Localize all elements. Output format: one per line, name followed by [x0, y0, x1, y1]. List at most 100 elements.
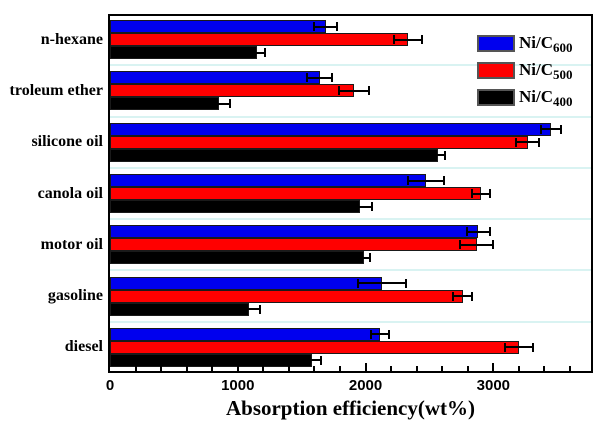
bar-nic500-motor-oil — [110, 238, 477, 252]
error-bar-cap — [452, 291, 455, 301]
x-minor-tick — [287, 366, 290, 371]
error-bar — [453, 295, 473, 298]
error-bar-cap — [336, 22, 339, 32]
bar-nic400-canola-oil — [110, 200, 361, 213]
error-bar-cap — [320, 355, 323, 365]
x-minor-tick — [313, 366, 316, 371]
bar-nic600-troleum-ether — [110, 71, 320, 85]
error-bar-cap — [465, 227, 468, 237]
error-bar-cap — [470, 189, 473, 198]
error-bar-cap — [305, 73, 308, 83]
error-bar-cap — [347, 202, 350, 211]
error-bar-cap — [369, 253, 372, 263]
error-bar — [239, 308, 260, 311]
bar-nic400-silicone-oil — [110, 148, 439, 162]
error-bar-cap — [442, 176, 445, 185]
error-bar — [302, 359, 322, 362]
legend-swatch-nic600 — [477, 34, 515, 52]
legend-label-nic500: Ni/C500 — [519, 60, 573, 82]
error-bar-cap — [369, 329, 372, 339]
gridline — [110, 218, 591, 221]
error-bar — [393, 38, 422, 41]
error-bar — [357, 282, 407, 285]
error-bar-cap — [503, 342, 506, 352]
x-minor-tick — [339, 366, 341, 371]
x-tick-label-1000: 1000 — [221, 377, 255, 394]
x-minor-tick — [262, 366, 265, 371]
bar-nic600-n-hexane — [110, 20, 326, 34]
error-bar — [370, 333, 389, 336]
x-minor-tick — [390, 366, 393, 371]
legend-label-nic400: Ni/C400 — [519, 87, 573, 109]
legend-item-nic600: Ni/C600 — [477, 33, 573, 54]
error-bar-cap — [431, 150, 433, 160]
x-minor-tick — [415, 366, 418, 371]
error-bar-cap — [368, 86, 371, 96]
error-bar-cap — [229, 99, 232, 109]
gridline — [110, 269, 591, 272]
error-bar-cap — [420, 35, 423, 45]
error-bar — [338, 89, 370, 92]
category-label-silicone-oil: silicone oil — [31, 133, 103, 151]
error-bar — [540, 128, 562, 131]
bar-nic400-n-hexane — [110, 46, 257, 60]
x-axis-title: Absorption efficiency(wt%) — [225, 396, 476, 420]
x-tick-label-2000: 2000 — [348, 377, 383, 394]
bar-nic500-silicone-oil — [110, 135, 528, 149]
bar-nic400-gasoline — [110, 302, 250, 316]
error-bar-cap — [313, 22, 316, 32]
x-minor-tick — [466, 366, 469, 371]
legend-swatch-nic500 — [477, 61, 515, 79]
error-bar-cap — [370, 202, 373, 211]
error-bar-cap — [471, 291, 474, 301]
x-minor-tick — [160, 366, 163, 371]
error-bar-cap — [488, 189, 491, 198]
category-label-gasoline: gasoline — [47, 287, 103, 305]
error-bar-cap — [531, 342, 534, 352]
error-bar-cap — [248, 48, 251, 58]
error-bar — [460, 243, 494, 246]
error-bar-cap — [258, 304, 261, 314]
bar-nic600-motor-oil — [110, 225, 478, 239]
error-bar-cap — [515, 137, 518, 147]
category-label-troleum-ether: troleum ether — [9, 81, 103, 99]
error-bar — [471, 192, 490, 195]
bar-nic500-diesel — [110, 340, 519, 354]
bar-nic600-diesel — [110, 327, 380, 341]
x-minor-tick — [441, 366, 444, 371]
error-bar-cap — [206, 99, 209, 109]
error-bar — [407, 179, 444, 182]
error-bar-cap — [459, 240, 462, 250]
error-bar — [249, 51, 265, 54]
error-bar-cap — [538, 137, 541, 147]
error-bar-cap — [560, 124, 563, 134]
error-bar-cap — [488, 227, 491, 237]
x-minor-tick — [134, 366, 137, 371]
x-minor-tick — [211, 366, 214, 371]
x-minor-tick — [185, 366, 188, 371]
x-major-tick — [236, 363, 239, 371]
error-bar-cap — [356, 278, 359, 288]
x-minor-tick — [517, 366, 520, 371]
legend: Ni/C600 Ni/C500 Ni/C400 — [477, 33, 573, 115]
gridline — [110, 320, 591, 323]
gridline — [110, 166, 591, 169]
error-bar-cap — [331, 73, 334, 83]
error-bar-cap — [263, 48, 266, 58]
error-bar — [358, 256, 371, 259]
legend-item-nic500: Ni/C500 — [477, 60, 573, 82]
error-bar-cap — [387, 329, 390, 339]
category-label-motor-oil: motor oil — [40, 235, 103, 253]
error-bar — [348, 205, 372, 208]
gridline — [110, 115, 591, 118]
gridline — [110, 64, 591, 67]
error-bar-cap — [443, 150, 446, 160]
x-minor-tick — [543, 366, 546, 371]
bar-nic500-canola-oil — [110, 187, 481, 200]
error-bar — [314, 25, 338, 28]
error-bar-cap — [539, 124, 542, 134]
category-label-diesel: diesel — [64, 338, 103, 356]
error-bar — [306, 76, 333, 79]
bar-nic400-diesel — [110, 353, 312, 367]
error-bar-cap — [405, 278, 408, 288]
